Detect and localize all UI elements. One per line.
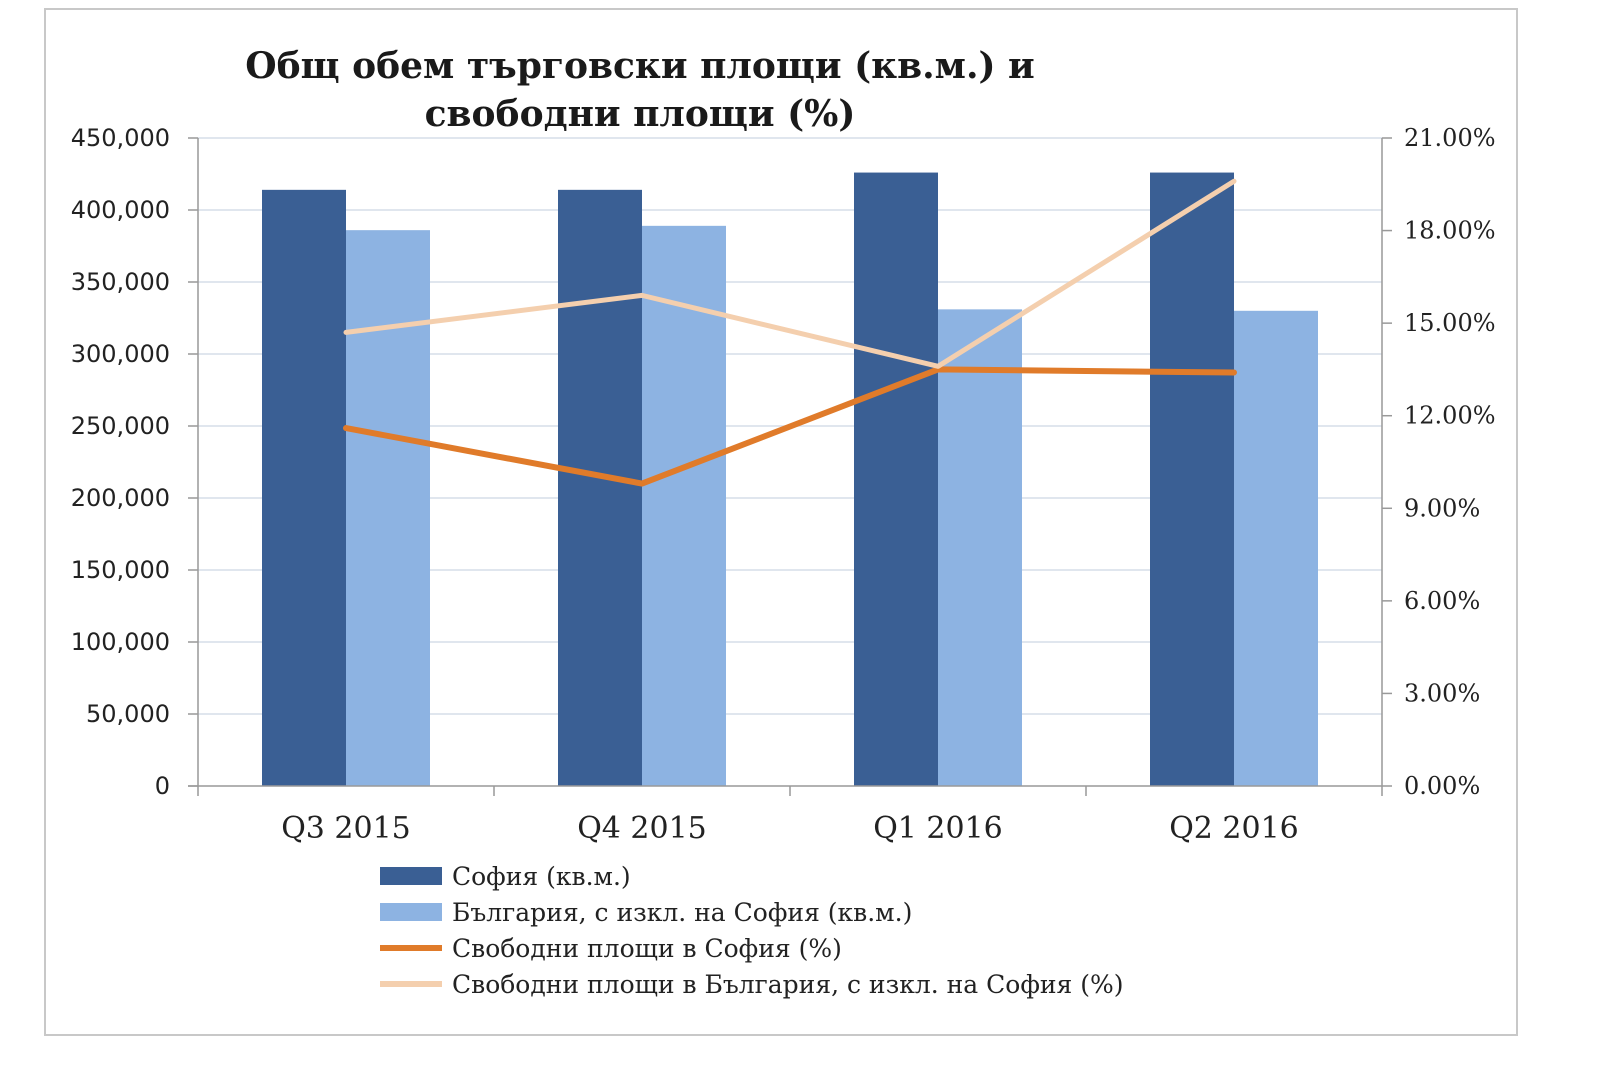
bar-bulgaria bbox=[1234, 310, 1318, 786]
legend-label-sofia: София (кв.м.) bbox=[452, 861, 631, 891]
y-left-tick-label: 0 bbox=[155, 772, 170, 800]
x-tick-label: Q3 2015 bbox=[281, 811, 411, 846]
point-vacancy-bulgaria bbox=[640, 293, 644, 298]
line-vacancy-bulgaria bbox=[343, 178, 1237, 369]
point-vacancy-bulgaria bbox=[1232, 179, 1236, 184]
x-tick-label: Q2 2016 bbox=[1169, 811, 1299, 846]
bar-sofia bbox=[262, 189, 346, 787]
y-right-tick-label: 0.00% bbox=[1404, 772, 1480, 800]
point-vacancy-bulgaria bbox=[344, 330, 348, 335]
point-vacancy-sofia bbox=[1232, 370, 1236, 375]
line-vacancy-sofia bbox=[343, 366, 1237, 487]
y-right-tick-label: 15.00% bbox=[1404, 309, 1496, 337]
legend-label-bulgaria: България, с изкл. на София (кв.м.) bbox=[452, 897, 913, 927]
legend-item-vacancy-bulgaria: Свободни площи в България, с изкл. на Со… bbox=[380, 966, 1280, 1002]
legend-swatch-vacancy-sofia bbox=[380, 945, 442, 951]
y-right-tick-label: 6.00% bbox=[1404, 587, 1480, 615]
legend-label-vacancy-sofia: Свободни площи в София (%) bbox=[452, 933, 842, 963]
y-right-tick-label: 18.00% bbox=[1404, 217, 1496, 245]
chart-legend: София (кв.м.) България, с изкл. на София… bbox=[380, 858, 1280, 1002]
y-left-tick-label: 150,000 bbox=[71, 556, 170, 584]
x-tick-label: Q4 2015 bbox=[577, 811, 707, 846]
y-right-tick-label: 12.00% bbox=[1404, 402, 1496, 430]
y-left-tick-label: 350,000 bbox=[71, 268, 170, 296]
chart-title: Общ обем търговски площи (кв.м.) и свобо… bbox=[245, 45, 1035, 135]
y-left-tick-label: 450,000 bbox=[71, 124, 170, 152]
y-left-tick-label: 400,000 bbox=[71, 196, 170, 224]
bar-sofia bbox=[558, 189, 642, 787]
y-left-tick-label: 300,000 bbox=[71, 340, 170, 368]
y-left-tick-label: 250,000 bbox=[71, 412, 170, 440]
point-vacancy-bulgaria bbox=[936, 364, 940, 369]
y-right-tick-label: 9.00% bbox=[1404, 494, 1480, 522]
legend-item-vacancy-sofia: Свободни площи в София (%) bbox=[380, 930, 1280, 966]
legend-item-bulgaria: България, с изкл. на София (кв.м.) bbox=[380, 894, 1280, 930]
y-left-tick-label: 100,000 bbox=[71, 628, 170, 656]
bar-sofia bbox=[1150, 172, 1234, 786]
bar-sofia bbox=[854, 172, 938, 786]
legend-swatch-sofia bbox=[380, 867, 442, 885]
y-right-tick-label: 21.00% bbox=[1404, 124, 1496, 152]
y-right-tick-label: 3.00% bbox=[1404, 679, 1480, 707]
point-vacancy-sofia bbox=[344, 426, 348, 431]
point-vacancy-sofia bbox=[640, 481, 644, 486]
y-left-tick-label: 50,000 bbox=[86, 700, 170, 728]
legend-swatch-vacancy-bulgaria bbox=[380, 981, 442, 987]
legend-item-sofia: София (кв.м.) bbox=[380, 858, 1280, 894]
y-left-tick-label: 200,000 bbox=[71, 484, 170, 512]
legend-label-vacancy-bulgaria: Свободни площи в България, с изкл. на Со… bbox=[452, 969, 1124, 999]
bar-bulgaria bbox=[938, 309, 1022, 786]
x-tick-label: Q1 2016 bbox=[873, 811, 1003, 846]
bar-bulgaria bbox=[642, 225, 726, 787]
legend-swatch-bulgaria bbox=[380, 903, 442, 921]
bar-bulgaria bbox=[346, 230, 430, 786]
